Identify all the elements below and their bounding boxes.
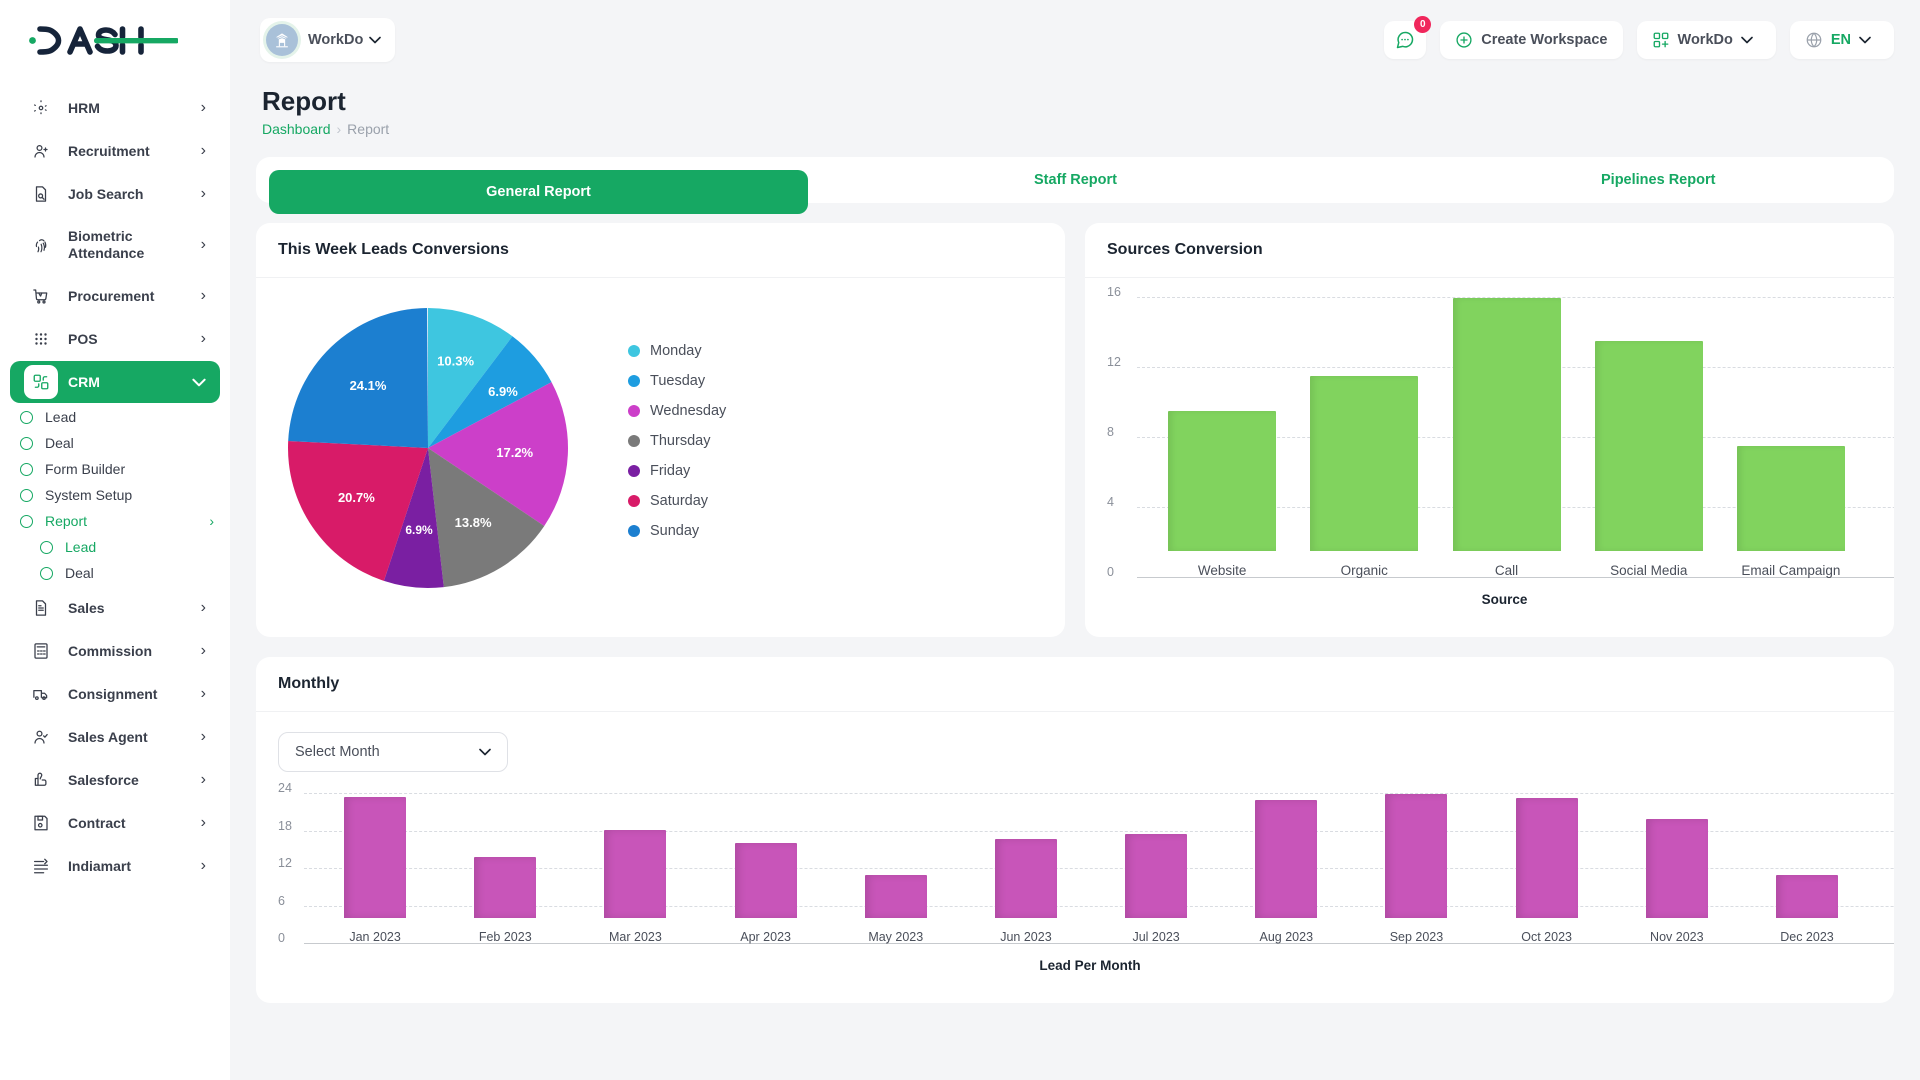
svg-text:20.7%: 20.7% [338,490,375,505]
svg-text:6.9%: 6.9% [488,384,518,399]
svg-text:6.9%: 6.9% [405,523,433,537]
svg-text:10.3%: 10.3% [437,354,474,369]
svg-text:24.1%: 24.1% [350,378,387,393]
svg-text:13.8%: 13.8% [455,515,492,530]
svg-text:17.2%: 17.2% [496,445,533,460]
